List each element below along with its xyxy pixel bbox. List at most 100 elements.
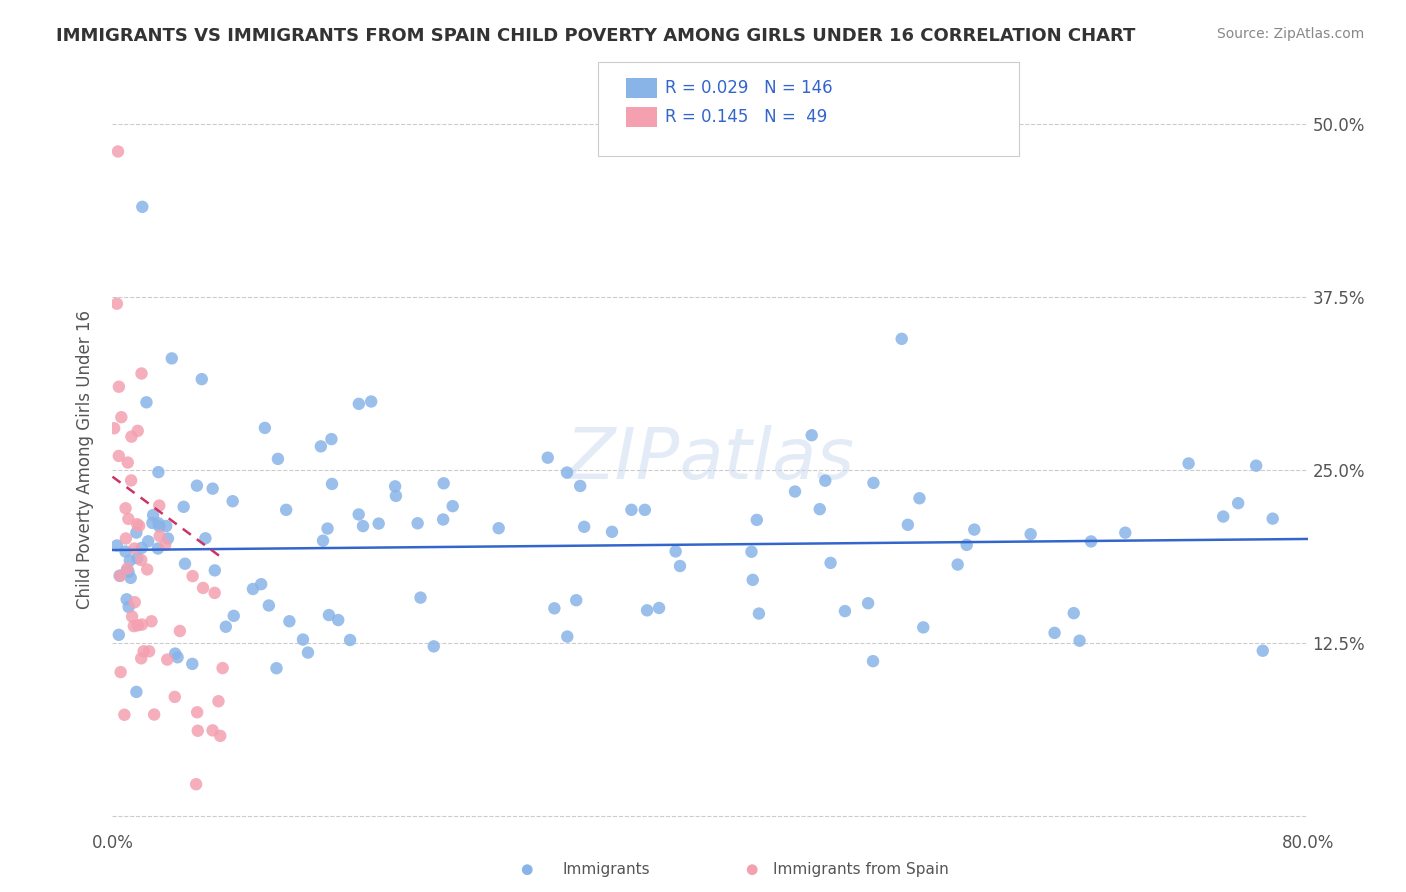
Point — [267, 451, 290, 466]
Point — [125, 525, 148, 540]
Point — [110, 665, 132, 679]
Point — [117, 565, 139, 579]
Point — [127, 517, 149, 532]
Point — [131, 200, 153, 214]
Point — [278, 614, 301, 628]
Point — [890, 332, 912, 346]
Point — [114, 501, 136, 516]
Point — [204, 563, 226, 577]
Point — [107, 628, 129, 642]
Point — [250, 577, 273, 591]
Point — [441, 499, 464, 513]
Point — [316, 522, 339, 536]
Point — [127, 551, 149, 566]
Point — [186, 706, 208, 720]
Point — [297, 646, 319, 660]
Point — [169, 624, 191, 638]
Text: Immigrants from Spain: Immigrants from Spain — [773, 863, 949, 877]
Point — [222, 608, 245, 623]
Point — [569, 479, 592, 493]
Point — [166, 650, 188, 665]
Point — [142, 508, 165, 522]
Text: IMMIGRANTS VS IMMIGRANTS FROM SPAIN CHILD POVERTY AMONG GIRLS UNDER 16 CORRELATI: IMMIGRANTS VS IMMIGRANTS FROM SPAIN CHIL… — [56, 27, 1136, 45]
Point — [107, 145, 129, 159]
Point — [138, 644, 160, 658]
Point — [808, 502, 831, 516]
Point — [1019, 527, 1042, 541]
Point — [131, 367, 153, 381]
Point — [103, 421, 125, 435]
Point — [741, 573, 763, 587]
Point — [181, 657, 204, 671]
Point — [783, 484, 806, 499]
Point — [136, 562, 159, 576]
Point — [360, 394, 382, 409]
Point — [105, 296, 128, 310]
Point — [174, 557, 197, 571]
Point — [367, 516, 389, 531]
Point — [156, 532, 179, 546]
Point — [328, 613, 350, 627]
Point — [148, 499, 170, 513]
Point — [665, 544, 688, 558]
Point — [1080, 534, 1102, 549]
Point — [1114, 525, 1136, 540]
Point — [1227, 496, 1250, 510]
Point — [800, 428, 823, 442]
Point — [409, 591, 432, 605]
Point — [862, 654, 884, 668]
Point — [149, 529, 172, 543]
Point — [636, 603, 658, 617]
Point — [339, 633, 361, 648]
Point — [215, 620, 238, 634]
Point — [1244, 458, 1267, 473]
Point — [211, 661, 233, 675]
Point — [321, 477, 343, 491]
Point — [620, 503, 643, 517]
Point — [146, 541, 169, 556]
Point — [257, 599, 280, 613]
Point — [748, 607, 770, 621]
Point — [745, 513, 768, 527]
Point — [432, 512, 454, 526]
Point — [110, 410, 132, 425]
Point — [912, 620, 935, 634]
Point — [1251, 644, 1274, 658]
Point — [131, 541, 153, 555]
Point — [131, 617, 153, 632]
Point — [120, 474, 142, 488]
Point — [127, 424, 149, 438]
Point — [156, 652, 179, 666]
Point — [118, 553, 141, 567]
Point — [908, 491, 931, 506]
Point — [221, 494, 243, 508]
Point — [956, 538, 979, 552]
Point — [1069, 633, 1091, 648]
Point — [862, 475, 884, 490]
Point — [291, 632, 314, 647]
Point — [946, 558, 969, 572]
Point — [741, 863, 763, 877]
Point — [153, 538, 176, 552]
Point — [124, 595, 146, 609]
Point — [191, 581, 214, 595]
Point — [181, 569, 204, 583]
Point — [115, 564, 138, 578]
Point — [347, 397, 370, 411]
Point — [207, 694, 229, 708]
Point — [897, 517, 920, 532]
Point — [121, 609, 143, 624]
Point — [516, 863, 538, 877]
Point — [117, 561, 139, 575]
Point — [1063, 606, 1085, 620]
Point — [108, 380, 131, 394]
Point — [834, 604, 856, 618]
Point — [117, 599, 139, 614]
Point — [814, 474, 837, 488]
Point — [406, 516, 429, 531]
Point — [572, 520, 595, 534]
Point — [155, 519, 177, 533]
Point — [125, 685, 148, 699]
Text: Source: ZipAtlas.com: Source: ZipAtlas.com — [1216, 27, 1364, 41]
Point — [318, 608, 340, 623]
